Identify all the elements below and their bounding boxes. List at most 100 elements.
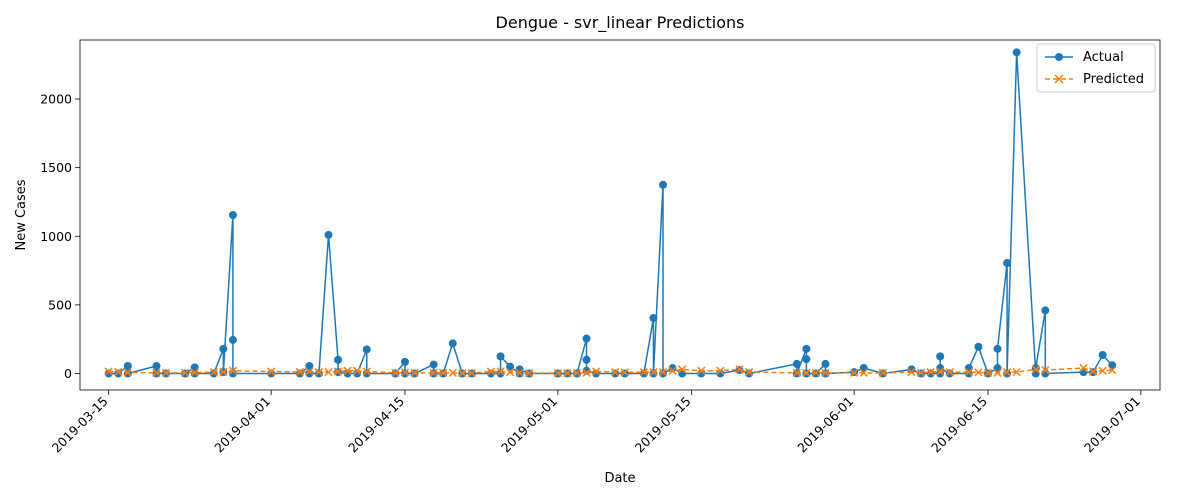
predicted-point xyxy=(267,367,276,376)
y-tick-label: 1500 xyxy=(40,160,72,175)
y-tick-label: 1000 xyxy=(40,229,72,244)
predicted-point xyxy=(553,368,563,378)
predicted-point xyxy=(735,365,744,374)
actual-point xyxy=(668,364,677,373)
predicted-point xyxy=(439,368,448,377)
legend-actual-label: Actual xyxy=(1083,50,1124,65)
predicted-point xyxy=(792,368,801,377)
predicted-point xyxy=(458,368,467,378)
x-axis: 2019-03-15 2019-04-01 2019-04-15 2019-05-01… xyxy=(49,390,1143,455)
predicted-point xyxy=(429,368,438,377)
predicted-point xyxy=(410,368,419,377)
actual-point xyxy=(1031,364,1040,373)
predicted-point xyxy=(525,368,534,378)
predicted-point xyxy=(1012,368,1021,377)
x-tick-label: 2019-06-15 xyxy=(928,394,990,456)
y-tick-label: 0 xyxy=(64,366,72,381)
legend-predicted-label: Predicted xyxy=(1083,72,1144,87)
predicted-point xyxy=(362,367,371,376)
x-tick-label: 2019-05-01 xyxy=(498,394,560,456)
actual-point xyxy=(936,352,945,361)
predicted-point xyxy=(983,368,993,377)
predicted-point xyxy=(945,368,954,377)
predicted-series-line xyxy=(108,367,1113,374)
actual-point xyxy=(649,369,658,378)
predicted-point xyxy=(850,368,859,377)
predicted-point xyxy=(582,368,591,377)
legend: Actual Predicted xyxy=(1036,43,1156,93)
x-tick-label: 2019-06-01 xyxy=(794,394,856,456)
actual-point xyxy=(400,369,409,378)
predicted-point xyxy=(1098,366,1107,375)
predicted-point xyxy=(859,368,868,377)
actual-point xyxy=(802,344,811,353)
y-tick-label: 500 xyxy=(48,297,72,312)
predicted-point xyxy=(1088,367,1098,376)
predicted-point xyxy=(639,368,649,377)
x-tick-label: 2019-04-15 xyxy=(345,394,407,456)
actual-point xyxy=(1003,369,1012,378)
x-axis-label: Date xyxy=(604,471,635,486)
actual-point xyxy=(582,355,591,364)
predicted-point xyxy=(620,368,629,377)
actual-point xyxy=(974,342,983,351)
predicted-point xyxy=(1108,365,1117,375)
predicted-point xyxy=(295,367,304,377)
predicted-point xyxy=(448,368,457,377)
actual-point xyxy=(678,369,687,378)
predicted-point xyxy=(209,368,218,377)
predicted-point xyxy=(974,368,983,377)
chart-title: Dengue - svr_linear Predictions xyxy=(496,13,745,33)
predicted-point xyxy=(228,366,238,375)
predicted-point xyxy=(964,368,973,377)
actual-point xyxy=(190,363,199,372)
actual-point xyxy=(314,369,323,378)
predicted-point xyxy=(591,367,601,376)
legend-predicted-marker xyxy=(1054,74,1064,84)
predicted-point xyxy=(811,368,821,377)
actual-point xyxy=(506,362,515,371)
actual-point xyxy=(219,344,228,353)
actual-point xyxy=(659,369,668,378)
predicted-point xyxy=(314,368,324,377)
predicted-point xyxy=(744,368,754,377)
plot-area xyxy=(79,39,1161,391)
actual-point xyxy=(582,334,591,343)
predicted-point xyxy=(802,368,811,377)
predicted-point xyxy=(305,367,314,376)
actual-point xyxy=(639,369,648,378)
actual-point xyxy=(334,355,343,364)
actual-point xyxy=(659,180,668,189)
predicted-point xyxy=(343,366,352,375)
actual-point xyxy=(1041,306,1050,315)
predicted-point xyxy=(658,368,668,377)
x-tick-label: 2019-05-15 xyxy=(632,394,694,456)
predicted-point xyxy=(677,365,687,374)
predicted-point xyxy=(353,366,362,375)
actual-point xyxy=(429,360,438,369)
actual-point xyxy=(926,369,935,378)
x-tick-label: 2019-03-15 xyxy=(49,394,111,456)
actual-point xyxy=(792,359,801,368)
predicted-point xyxy=(1079,363,1088,373)
y-axis-label: New Cases xyxy=(14,179,29,250)
actual-point xyxy=(649,313,658,322)
actual-point xyxy=(745,369,754,378)
x-tick-label: 2019-07-01 xyxy=(1081,394,1143,456)
predicted-point xyxy=(907,368,916,377)
predicted-point xyxy=(114,367,123,377)
actual-point xyxy=(448,339,457,348)
predicted-point xyxy=(104,367,113,376)
y-tick-label: 2000 xyxy=(40,92,72,107)
y-axis: 0 500 1000 1500 2000 xyxy=(40,92,80,381)
actual-point xyxy=(228,335,237,344)
actual-point xyxy=(611,369,620,378)
predicted-point xyxy=(716,366,725,375)
actual-point xyxy=(190,369,199,378)
predicted-point xyxy=(181,368,190,377)
actual-point xyxy=(620,369,629,378)
actual-point xyxy=(496,352,505,361)
predicted-point xyxy=(821,368,830,377)
actual-point xyxy=(209,369,218,378)
actual-point xyxy=(295,369,304,378)
